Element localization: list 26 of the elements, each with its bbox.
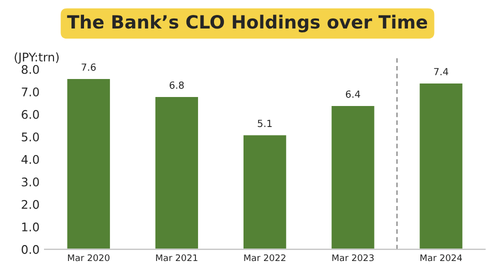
bar bbox=[418, 82, 464, 250]
bar bbox=[66, 78, 112, 250]
bar bbox=[154, 96, 200, 250]
bar bbox=[330, 104, 376, 250]
y-tick-label: 7.0 bbox=[22, 87, 39, 96]
y-tick-label: 2.0 bbox=[22, 200, 39, 209]
y-tick-label: 5.0 bbox=[22, 132, 39, 142]
bar bbox=[242, 134, 288, 250]
data-label: 5.1 bbox=[258, 120, 272, 128]
y-tick-label: 3.0 bbox=[22, 178, 39, 186]
y-tick-label: 4.0 bbox=[21, 155, 39, 164]
chart-title: The Bank’s CLO Holdings over Time bbox=[67, 14, 428, 32]
y-tick-label: 8.0 bbox=[22, 64, 39, 74]
data-label: 7.4 bbox=[434, 68, 448, 76]
x-tick-label: Mar 2021 bbox=[156, 254, 198, 262]
y-tick-label: 0.0 bbox=[22, 245, 39, 254]
data-label: 6.8 bbox=[170, 81, 184, 89]
x-tick-label: Mar 2020 bbox=[68, 254, 110, 262]
data-label: 6.4 bbox=[346, 90, 360, 98]
y-tick-label: 1.0 bbox=[22, 222, 39, 232]
x-tick-label: Mar 2022 bbox=[244, 254, 286, 262]
x-tick-label: Mar 2024 bbox=[420, 254, 462, 262]
y-axis-title: (JPY:trn) bbox=[14, 52, 59, 64]
x-tick-label: Mar 2023 bbox=[332, 254, 374, 262]
y-tick-label: 6.0 bbox=[22, 110, 39, 119]
data-label: 7.6 bbox=[82, 63, 96, 71]
